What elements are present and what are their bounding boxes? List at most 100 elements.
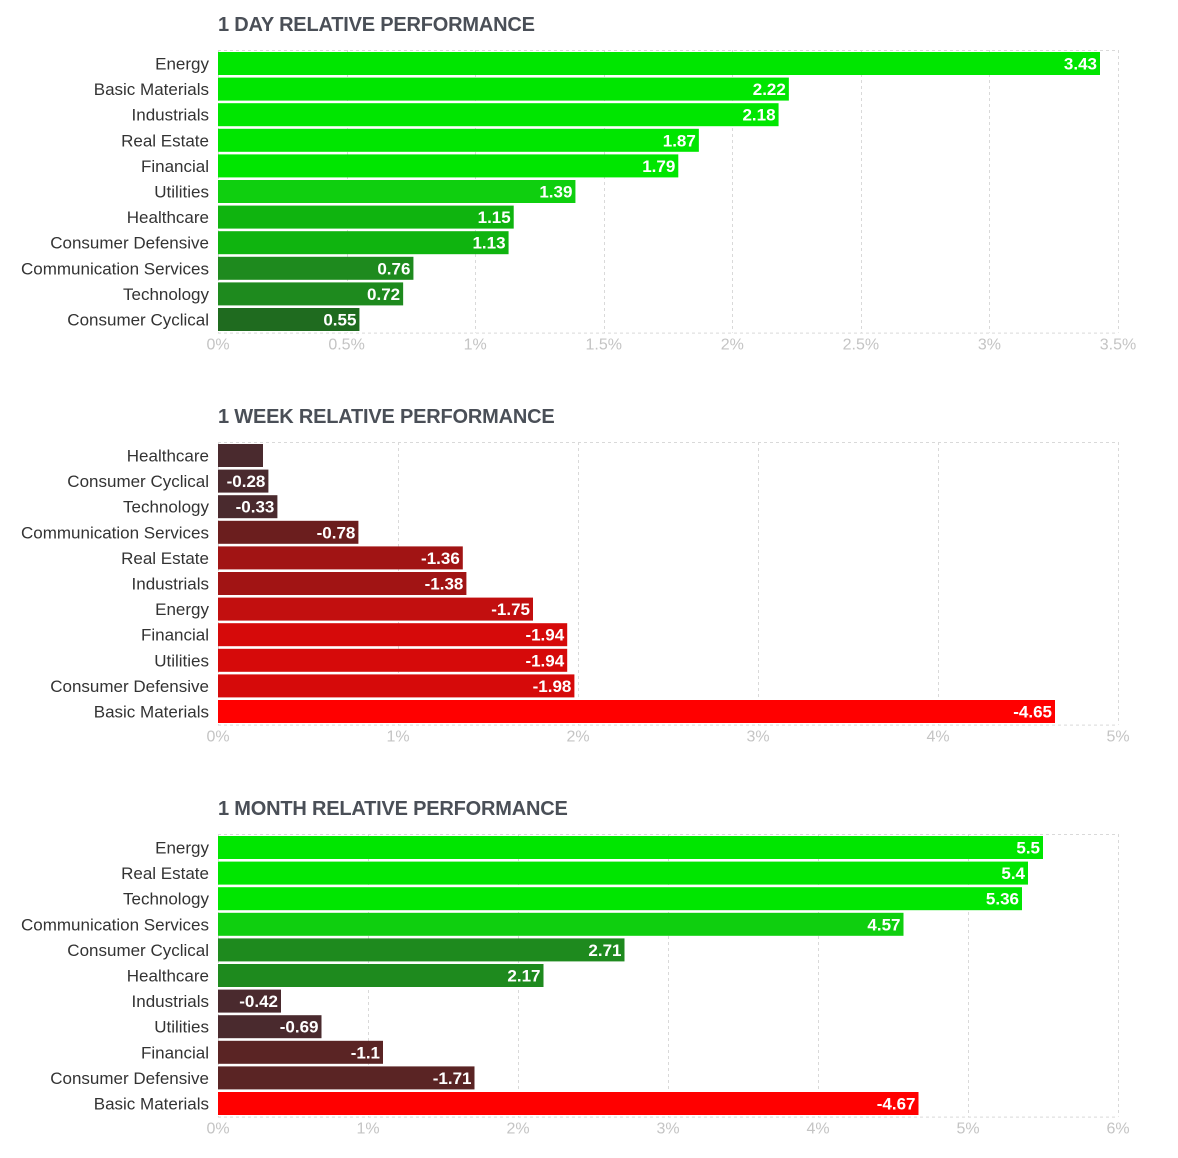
x-tick-label: 2%	[506, 1121, 529, 1138]
bar[interactable]	[218, 861, 1028, 885]
bar[interactable]	[218, 282, 404, 306]
value-label: 4.57	[867, 915, 900, 934]
x-tick-label: 5%	[956, 1121, 979, 1138]
category-label: Financial	[141, 626, 209, 645]
value-label: 0.72	[367, 285, 400, 304]
value-label: -1.1	[351, 1043, 380, 1062]
category-label: Energy	[155, 55, 209, 74]
value-label: -1.94	[525, 651, 564, 670]
bar[interactable]	[218, 597, 533, 621]
category-label: Communication Services	[21, 259, 209, 278]
value-label: 1.13	[472, 234, 505, 253]
value-label: 2.22	[753, 80, 786, 99]
bar[interactable]	[218, 989, 281, 1013]
value-label: 1.39	[539, 183, 572, 202]
category-label: Communication Services	[21, 915, 209, 934]
chart-1-day-plot: 0% 0.5% 1% 1.5% 2% 2.5% 3% 3.5% Energy 3.43 Basic …	[21, 50, 1136, 354]
category-label: Energy	[155, 839, 209, 858]
bar[interactable]	[218, 1092, 919, 1115]
category-label: Healthcare	[127, 967, 209, 986]
x-tick-label: 6%	[1106, 1121, 1129, 1138]
value-label: -1.36	[421, 549, 460, 568]
bar[interactable]	[218, 836, 1043, 859]
category-label: Financial	[141, 1043, 209, 1062]
category-label: Energy	[155, 600, 209, 619]
x-tick-label: 2%	[566, 729, 589, 746]
value-label: 0.76	[377, 259, 410, 278]
x-tick-label: 2.5%	[843, 337, 879, 354]
bar[interactable]	[218, 912, 904, 936]
bar[interactable]	[218, 674, 575, 698]
value-label: 2.18	[742, 106, 775, 125]
value-label: -0.42	[239, 992, 278, 1011]
x-tick-label: 1.5%	[585, 337, 621, 354]
x-tick-label: 0.5%	[328, 337, 364, 354]
category-label: Healthcare	[127, 447, 209, 466]
x-tick-label: 4%	[806, 1121, 829, 1138]
value-label: 2.17	[507, 967, 540, 986]
x-tick-label: 1%	[356, 1121, 379, 1138]
x-tick-label: 1%	[464, 337, 487, 354]
x-tick-label: 0%	[206, 729, 229, 746]
value-label: -1.38	[425, 575, 464, 594]
category-label: Consumer Cyclical	[67, 941, 209, 960]
category-label: Technology	[123, 285, 210, 304]
bar[interactable]	[218, 495, 278, 519]
bar[interactable]	[218, 205, 514, 229]
bar[interactable]	[218, 77, 789, 101]
category-label: Technology	[123, 498, 210, 517]
value-label: -1.75	[491, 600, 530, 619]
value-label: 0.55	[323, 311, 356, 330]
bar[interactable]	[218, 231, 509, 255]
x-tick-label: 2%	[721, 337, 744, 354]
category-label: Consumer Defensive	[50, 234, 209, 253]
value-label: 2.71	[588, 941, 621, 960]
bar[interactable]	[218, 623, 568, 647]
category-label: Industrials	[132, 575, 209, 594]
bar[interactable]	[218, 52, 1100, 75]
category-label: Communication Services	[21, 523, 209, 542]
bar[interactable]	[218, 256, 414, 280]
x-tick-label: 0%	[206, 1121, 229, 1138]
bar[interactable]	[218, 103, 779, 127]
x-tick-label: 0%	[206, 337, 229, 354]
value-label: -0.28	[227, 472, 266, 491]
bar[interactable]	[218, 572, 467, 595]
value-label: 1.87	[663, 131, 696, 150]
value-label: -1.98	[533, 677, 572, 696]
category-label: Consumer Defensive	[50, 1069, 209, 1088]
category-label: Consumer Defensive	[50, 677, 209, 696]
category-label: Utilities	[154, 651, 209, 670]
category-label: Real Estate	[121, 864, 209, 883]
bar[interactable]	[218, 180, 576, 203]
chart-title: 1 WEEK RELATIVE PERFORMANCE	[218, 406, 555, 428]
bar[interactable]	[218, 1015, 322, 1039]
bar[interactable]	[218, 520, 359, 544]
category-label: Real Estate	[121, 549, 209, 568]
bar[interactable]	[218, 938, 625, 962]
value-label: 1.79	[642, 157, 675, 176]
category-label: Consumer Cyclical	[67, 472, 209, 491]
bar[interactable]	[218, 887, 1022, 911]
bar[interactable]	[218, 546, 463, 570]
bar[interactable]	[218, 1040, 383, 1064]
value-label: -0.78	[317, 523, 356, 542]
bar[interactable]	[218, 1066, 475, 1090]
bar[interactable]	[218, 469, 269, 493]
x-tick-label: 1%	[386, 729, 409, 746]
chart-title: 1 DAY RELATIVE PERFORMANCE	[218, 14, 535, 36]
bar[interactable]	[218, 128, 699, 152]
bar[interactable]	[218, 648, 568, 672]
bar[interactable]	[218, 154, 679, 178]
value-label: -1.94	[525, 626, 564, 645]
bar[interactable]	[218, 308, 360, 331]
chart-1-week: 1 WEEK RELATIVE PERFORMANCE 0% 1% 2% 3% 4% 5%…	[0, 406, 1178, 756]
bar[interactable]	[218, 700, 1055, 723]
value-label: -1.71	[433, 1069, 472, 1088]
x-tick-label: 3%	[978, 337, 1001, 354]
bar[interactable]	[218, 964, 544, 987]
bar[interactable]	[218, 444, 263, 467]
chart-1-month: 1 MONTH RELATIVE PERFORMANCE 0% 1% 2% 3% 4% 5…	[0, 798, 1178, 1148]
x-tick-label: 3%	[746, 729, 769, 746]
category-label: Utilities	[154, 183, 209, 202]
